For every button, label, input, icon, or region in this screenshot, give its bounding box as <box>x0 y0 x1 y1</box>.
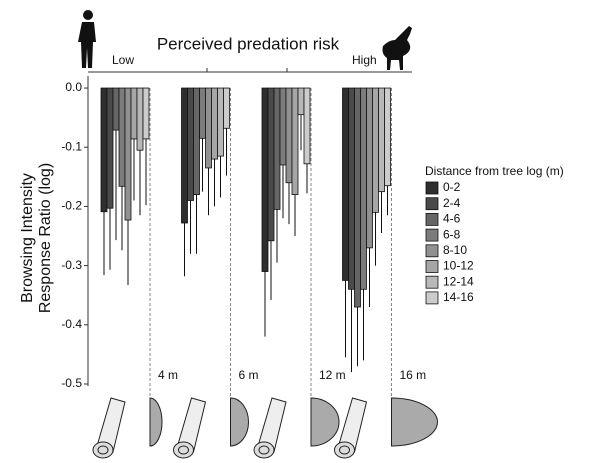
legend-label: 12-14 <box>443 274 474 288</box>
bar <box>107 88 113 208</box>
category-label: 16 m <box>400 368 427 382</box>
bar <box>119 88 125 186</box>
bar <box>361 88 367 289</box>
y-tick-label: -0.1 <box>61 139 82 153</box>
bar <box>280 88 286 165</box>
bar <box>385 88 391 186</box>
legend-label: 10-12 <box>443 259 474 273</box>
bar <box>298 88 304 115</box>
y-tick-label: -0.4 <box>61 317 82 331</box>
bar <box>206 88 212 168</box>
legend-swatch <box>426 229 438 241</box>
y-tick-label: -0.5 <box>61 376 82 390</box>
bar <box>349 88 355 289</box>
browse-zone <box>392 398 438 446</box>
bar <box>188 88 194 200</box>
bar <box>224 88 230 128</box>
y-tick-label: 0.0 <box>65 80 82 94</box>
browse-zone <box>231 398 249 446</box>
bar <box>218 88 224 156</box>
chart: Perceived predation risk Low High Browsi… <box>0 0 595 463</box>
bar <box>274 88 280 209</box>
legend-swatch <box>426 198 438 210</box>
y-axis-label: Response Ratio (log) <box>37 163 54 313</box>
legend-label: 8-10 <box>443 243 467 257</box>
bar <box>125 88 131 220</box>
bar <box>292 88 298 195</box>
bar <box>304 88 310 164</box>
human-icon <box>78 10 96 68</box>
bar <box>286 88 292 183</box>
bar <box>379 88 385 192</box>
legend-swatch <box>426 276 438 288</box>
bar <box>262 88 268 271</box>
top-axis-label: Low <box>112 53 134 67</box>
legend-label: 2-4 <box>443 196 461 210</box>
bar <box>101 88 107 212</box>
bar <box>137 88 143 150</box>
browse-zone <box>311 398 339 446</box>
legend-swatch <box>426 213 438 225</box>
bar <box>343 88 349 280</box>
chart-title: Perceived predation risk <box>157 34 340 53</box>
legend-swatch <box>426 182 438 194</box>
legend-label: 4-6 <box>443 212 461 226</box>
legend-swatch <box>426 292 438 304</box>
legend-swatch <box>426 261 438 273</box>
legend-label: 14-16 <box>443 290 474 304</box>
legend-swatch <box>426 245 438 257</box>
category-label: 4 m <box>158 368 178 382</box>
y-tick-label: -0.2 <box>61 199 82 213</box>
bar <box>268 88 274 241</box>
y-axis-label: Browsing Intensity <box>19 173 36 303</box>
bar <box>113 88 119 130</box>
legend-label: 0-2 <box>443 180 461 194</box>
category-label: 6 m <box>239 368 259 382</box>
bar <box>367 88 373 248</box>
y-tick-label: -0.3 <box>61 258 82 272</box>
bar <box>212 88 218 159</box>
legend-label: 6-8 <box>443 227 461 241</box>
log-end <box>254 442 274 458</box>
bar <box>194 88 200 195</box>
bar <box>200 88 206 138</box>
wolf-icon <box>383 26 413 70</box>
bar <box>143 88 149 139</box>
bar <box>355 88 361 307</box>
log-end <box>335 442 355 458</box>
category-label: 12 m <box>319 368 346 382</box>
top-axis-label: High <box>352 53 377 67</box>
bar <box>131 88 137 139</box>
log-end <box>93 442 113 458</box>
log-end <box>174 442 194 458</box>
legend-title: Distance from tree log (m) <box>425 164 564 178</box>
browse-zone <box>150 398 162 446</box>
bar <box>373 88 379 212</box>
bar <box>182 88 188 223</box>
